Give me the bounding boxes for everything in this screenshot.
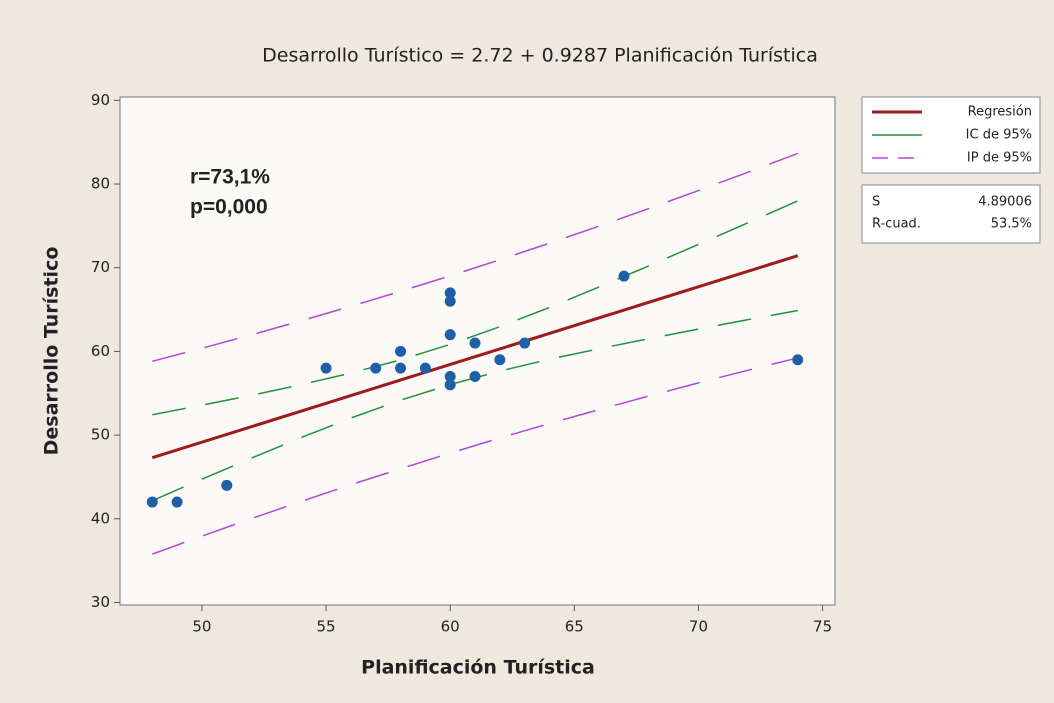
data-point [618, 270, 630, 282]
x-tick-label: 70 [689, 618, 708, 636]
x-tick-label: 60 [441, 618, 460, 636]
data-point [171, 496, 183, 508]
data-point [494, 354, 506, 366]
data-point [146, 496, 158, 508]
y-tick-label: 90 [91, 91, 110, 109]
y-tick-label: 30 [91, 593, 110, 611]
y-tick-label: 80 [91, 175, 110, 193]
annotation: p=0,000 [190, 196, 268, 219]
stats-box [861, 184, 1041, 244]
y-tick-label: 60 [91, 342, 110, 360]
band-line [152, 357, 798, 555]
band-line [152, 152, 799, 363]
data-point [395, 362, 407, 374]
data-point [792, 354, 804, 366]
data-point [444, 379, 456, 391]
stat-label: S [872, 195, 880, 210]
y-tick-label: 50 [91, 426, 110, 444]
x-tick-label: 75 [813, 618, 832, 636]
x-axis-label: Planificación Turística [361, 657, 595, 679]
annotation: r=73,1% [190, 166, 270, 189]
regression-line [151, 254, 799, 460]
data-point [221, 479, 233, 491]
y-tick-label: 40 [91, 509, 110, 527]
data-point [395, 345, 407, 357]
band-line [152, 200, 799, 416]
legend-label: Regresión [968, 105, 1032, 120]
data-point [444, 295, 456, 307]
plot-area [119, 96, 836, 606]
legend-label: IC de 95% [966, 128, 1032, 143]
legend-label: IP de 95% [967, 151, 1032, 166]
x-tick-label: 55 [317, 618, 336, 636]
data-point [419, 362, 431, 374]
chart-title: Desarrollo Turístico = 2.72 + 0.9287 Pla… [262, 45, 818, 67]
y-tick-label: 70 [91, 258, 110, 276]
data-point [320, 362, 332, 374]
data-point [444, 371, 456, 383]
y-axis-label: Desarrollo Turístico [41, 247, 63, 456]
data-point [469, 371, 481, 383]
data-point [444, 329, 456, 341]
x-tick-label: 50 [192, 618, 211, 636]
data-point [444, 287, 456, 299]
stat-value: 53.5% [991, 217, 1032, 232]
data-point [370, 362, 382, 374]
data-point [469, 337, 481, 349]
data-point [519, 337, 531, 349]
stat-label: R-cuad. [872, 217, 921, 232]
stat-value: 4.89006 [978, 195, 1032, 210]
x-tick-label: 65 [565, 618, 584, 636]
